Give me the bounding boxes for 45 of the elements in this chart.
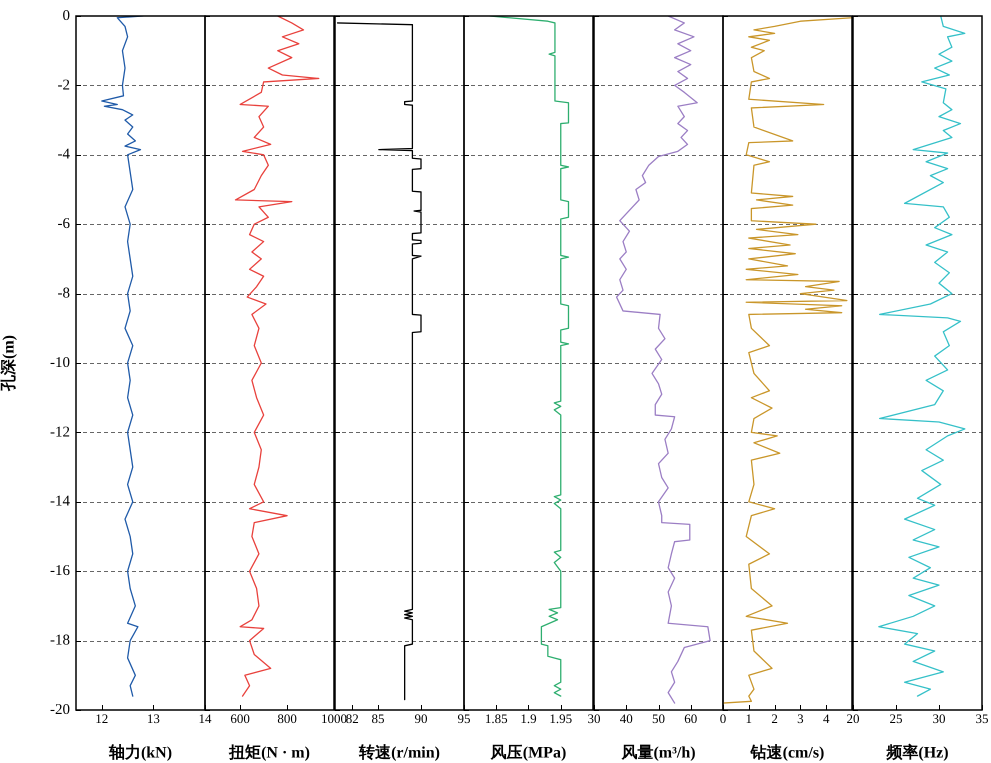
x-tick-label: 600 [230,711,250,726]
x-tick-label: 50 [652,711,665,726]
x-tick-label: 20 [846,711,860,726]
x-tick-label: 25 [889,711,902,726]
y-tick-label: 0 [62,8,70,24]
x-tick-label: 60 [684,711,697,726]
x-tick-label: 3 [797,711,804,726]
x-tick-label: 82 [346,711,359,726]
y-tick-label: -18 [50,632,70,649]
x-tick-label: 2 [771,711,778,726]
x-axis-title: 风压(MPa) [490,744,567,762]
x-tick-label: 1.95 [550,711,572,726]
x-tick-label: 1000 [321,711,348,726]
y-tick-label: -8 [58,286,70,302]
x-tick-label: 14 [198,711,212,726]
x-axis-title: 风量(m³/h) [620,744,696,762]
x-tick-label: 13 [146,711,160,726]
x-tick-label: 0 [720,711,726,726]
x-tick-label: 30 [587,711,600,726]
x-tick-label: 35 [975,711,988,726]
x-axis-title: 轴力(kN) [108,744,172,762]
y-tick-label: -2 [58,77,70,94]
x-tick-label: 85 [371,711,384,726]
y-tick-label: -4 [58,146,70,163]
x-tick-label: 1 [746,711,752,726]
y-tick-label: -12 [50,424,70,440]
y-tick-label: -6 [58,216,70,232]
x-tick-label: 4 [823,711,830,726]
x-tick-label: 90 [414,711,428,726]
x-tick-label: 1.85 [485,711,508,726]
y-tick-label: -20 [50,702,70,718]
x-axis-title: 扭矩(N · m) [228,744,310,762]
y-axis-title: 孔深(m) [0,335,18,392]
y-tick-label: -10 [50,354,70,371]
y-tick-label: -14 [50,494,70,510]
x-tick-label: 30 [932,711,946,726]
x-axis-title: 钻速(cm/s) [750,744,825,762]
x-tick-label: 12 [95,711,108,726]
x-tick-label: 95 [457,711,470,726]
x-axis-title: 转速(r/min) [358,744,440,762]
x-axis-title: 频率(Hz) [884,742,948,762]
y-tick-label: -16 [50,563,70,580]
x-tick-label: 800 [278,711,298,726]
x-tick-label: 40 [619,711,632,726]
x-tick-label: 1.9 [520,711,537,726]
